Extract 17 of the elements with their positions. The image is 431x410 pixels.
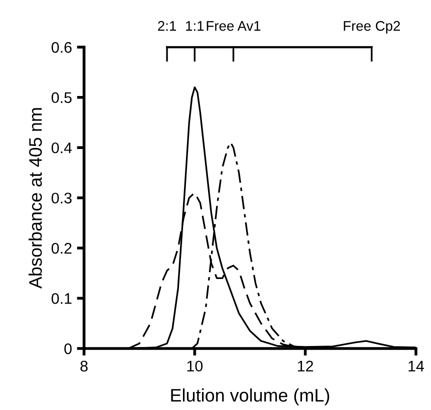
x-tick-label: 8 [80,360,88,372]
x-axis-title: Elution volume (mL) [171,388,330,406]
y-tick-label: 0 [64,343,72,354]
text: Free Av1 [206,21,260,31]
y-axis-title: Absorbance at 405 nm [28,108,42,289]
y-tick-label: 0.1 [52,293,72,304]
y-tick-label: 0.5 [52,92,72,104]
x-tick-label: 12 [298,360,314,372]
x-tick-label: 10 [187,360,203,372]
text: 1:1 [186,21,204,31]
text: 2:1 [158,21,176,31]
y-tick-label: 0.3 [52,192,72,204]
y-tick-label: 0.4 [52,142,72,154]
text: Free Cp2 [344,21,400,34]
y-tick-label: 0.6 [52,42,72,53]
y-tick-label: 0.2 [52,242,72,254]
x-tick-label: 14 [408,360,424,372]
